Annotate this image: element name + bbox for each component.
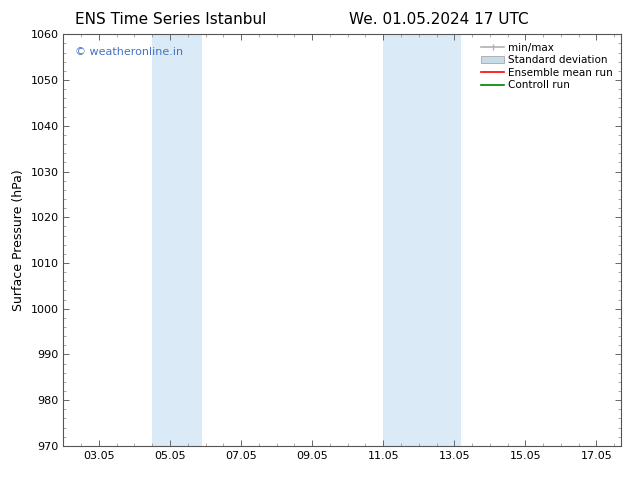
Bar (188, 34, 202, 446)
Legend: min/max, Standard deviation, Ensemble mean run, Controll run: min/max, Standard deviation, Ensemble me… (478, 40, 616, 94)
Bar (419, 34, 462, 446)
Text: ENS Time Series Istanbul: ENS Time Series Istanbul (75, 12, 266, 27)
Bar (152, 34, 188, 446)
Text: © weatheronline.in: © weatheronline.in (75, 47, 183, 57)
Text: We. 01.05.2024 17 UTC: We. 01.05.2024 17 UTC (349, 12, 528, 27)
Bar (383, 34, 419, 446)
Y-axis label: Surface Pressure (hPa): Surface Pressure (hPa) (12, 169, 25, 311)
